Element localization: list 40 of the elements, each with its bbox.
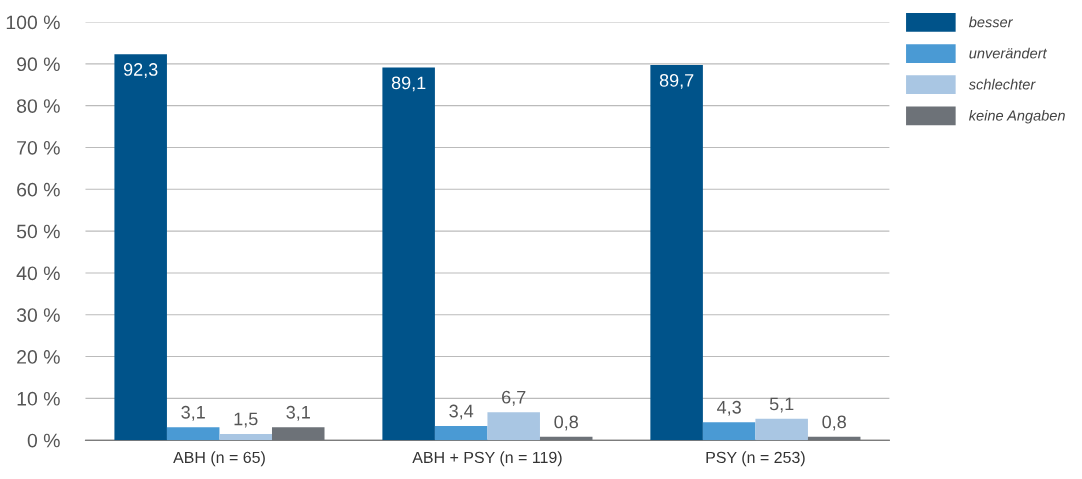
y-tick-label: 20 % — [17, 350, 60, 364]
y-tick-label: 10 % — [17, 391, 60, 406]
data-label: 3,4 — [449, 404, 474, 420]
data-label: 1,5 — [234, 412, 258, 428]
bar — [702, 422, 756, 441]
y-tick-label: 30 % — [16, 308, 60, 322]
bar — [166, 427, 220, 441]
y-tick-label: 100 % — [6, 15, 60, 30]
bar — [487, 412, 540, 441]
data-label: 92,3 — [123, 63, 158, 78]
y-tick-label: 40 % — [16, 266, 60, 281]
y-tick-label: 60 % — [17, 182, 60, 197]
data-label: 4,3 — [717, 400, 741, 416]
data-label: 3,1 — [286, 405, 310, 421]
bar — [219, 433, 272, 441]
legend-label: unverändert — [969, 47, 1048, 59]
data-label: 89,1 — [391, 76, 426, 92]
bar — [114, 54, 167, 441]
y-tick-label: 90 % — [17, 57, 60, 72]
y-tick-label: 0 % — [27, 433, 60, 448]
data-label: 0,8 — [554, 415, 578, 431]
data-label: 89,7 — [659, 73, 694, 89]
data-label: 6,7 — [502, 390, 526, 406]
bar — [434, 425, 488, 441]
bar — [382, 67, 435, 441]
legend-label: schlechter — [968, 78, 1036, 90]
bar — [650, 65, 703, 441]
y-tick-label: 70 % — [17, 140, 60, 155]
legend-label: besser — [968, 16, 1014, 28]
bar — [755, 418, 808, 441]
x-tick-label: ABH + PSY (n = 119) — [412, 451, 562, 467]
data-label: 5,1 — [769, 397, 794, 413]
data-label: 3,1 — [181, 405, 205, 421]
x-tick-label: PSY (n = 253) — [706, 451, 805, 467]
legend-label: keine Angaben — [969, 110, 1065, 124]
y-tick-label: 80 % — [17, 99, 60, 113]
x-tick-label: ABH (n = 65) — [173, 451, 265, 467]
bar — [271, 427, 325, 441]
y-tick-label: 50 % — [16, 224, 60, 239]
data-label: 0,8 — [822, 415, 846, 431]
